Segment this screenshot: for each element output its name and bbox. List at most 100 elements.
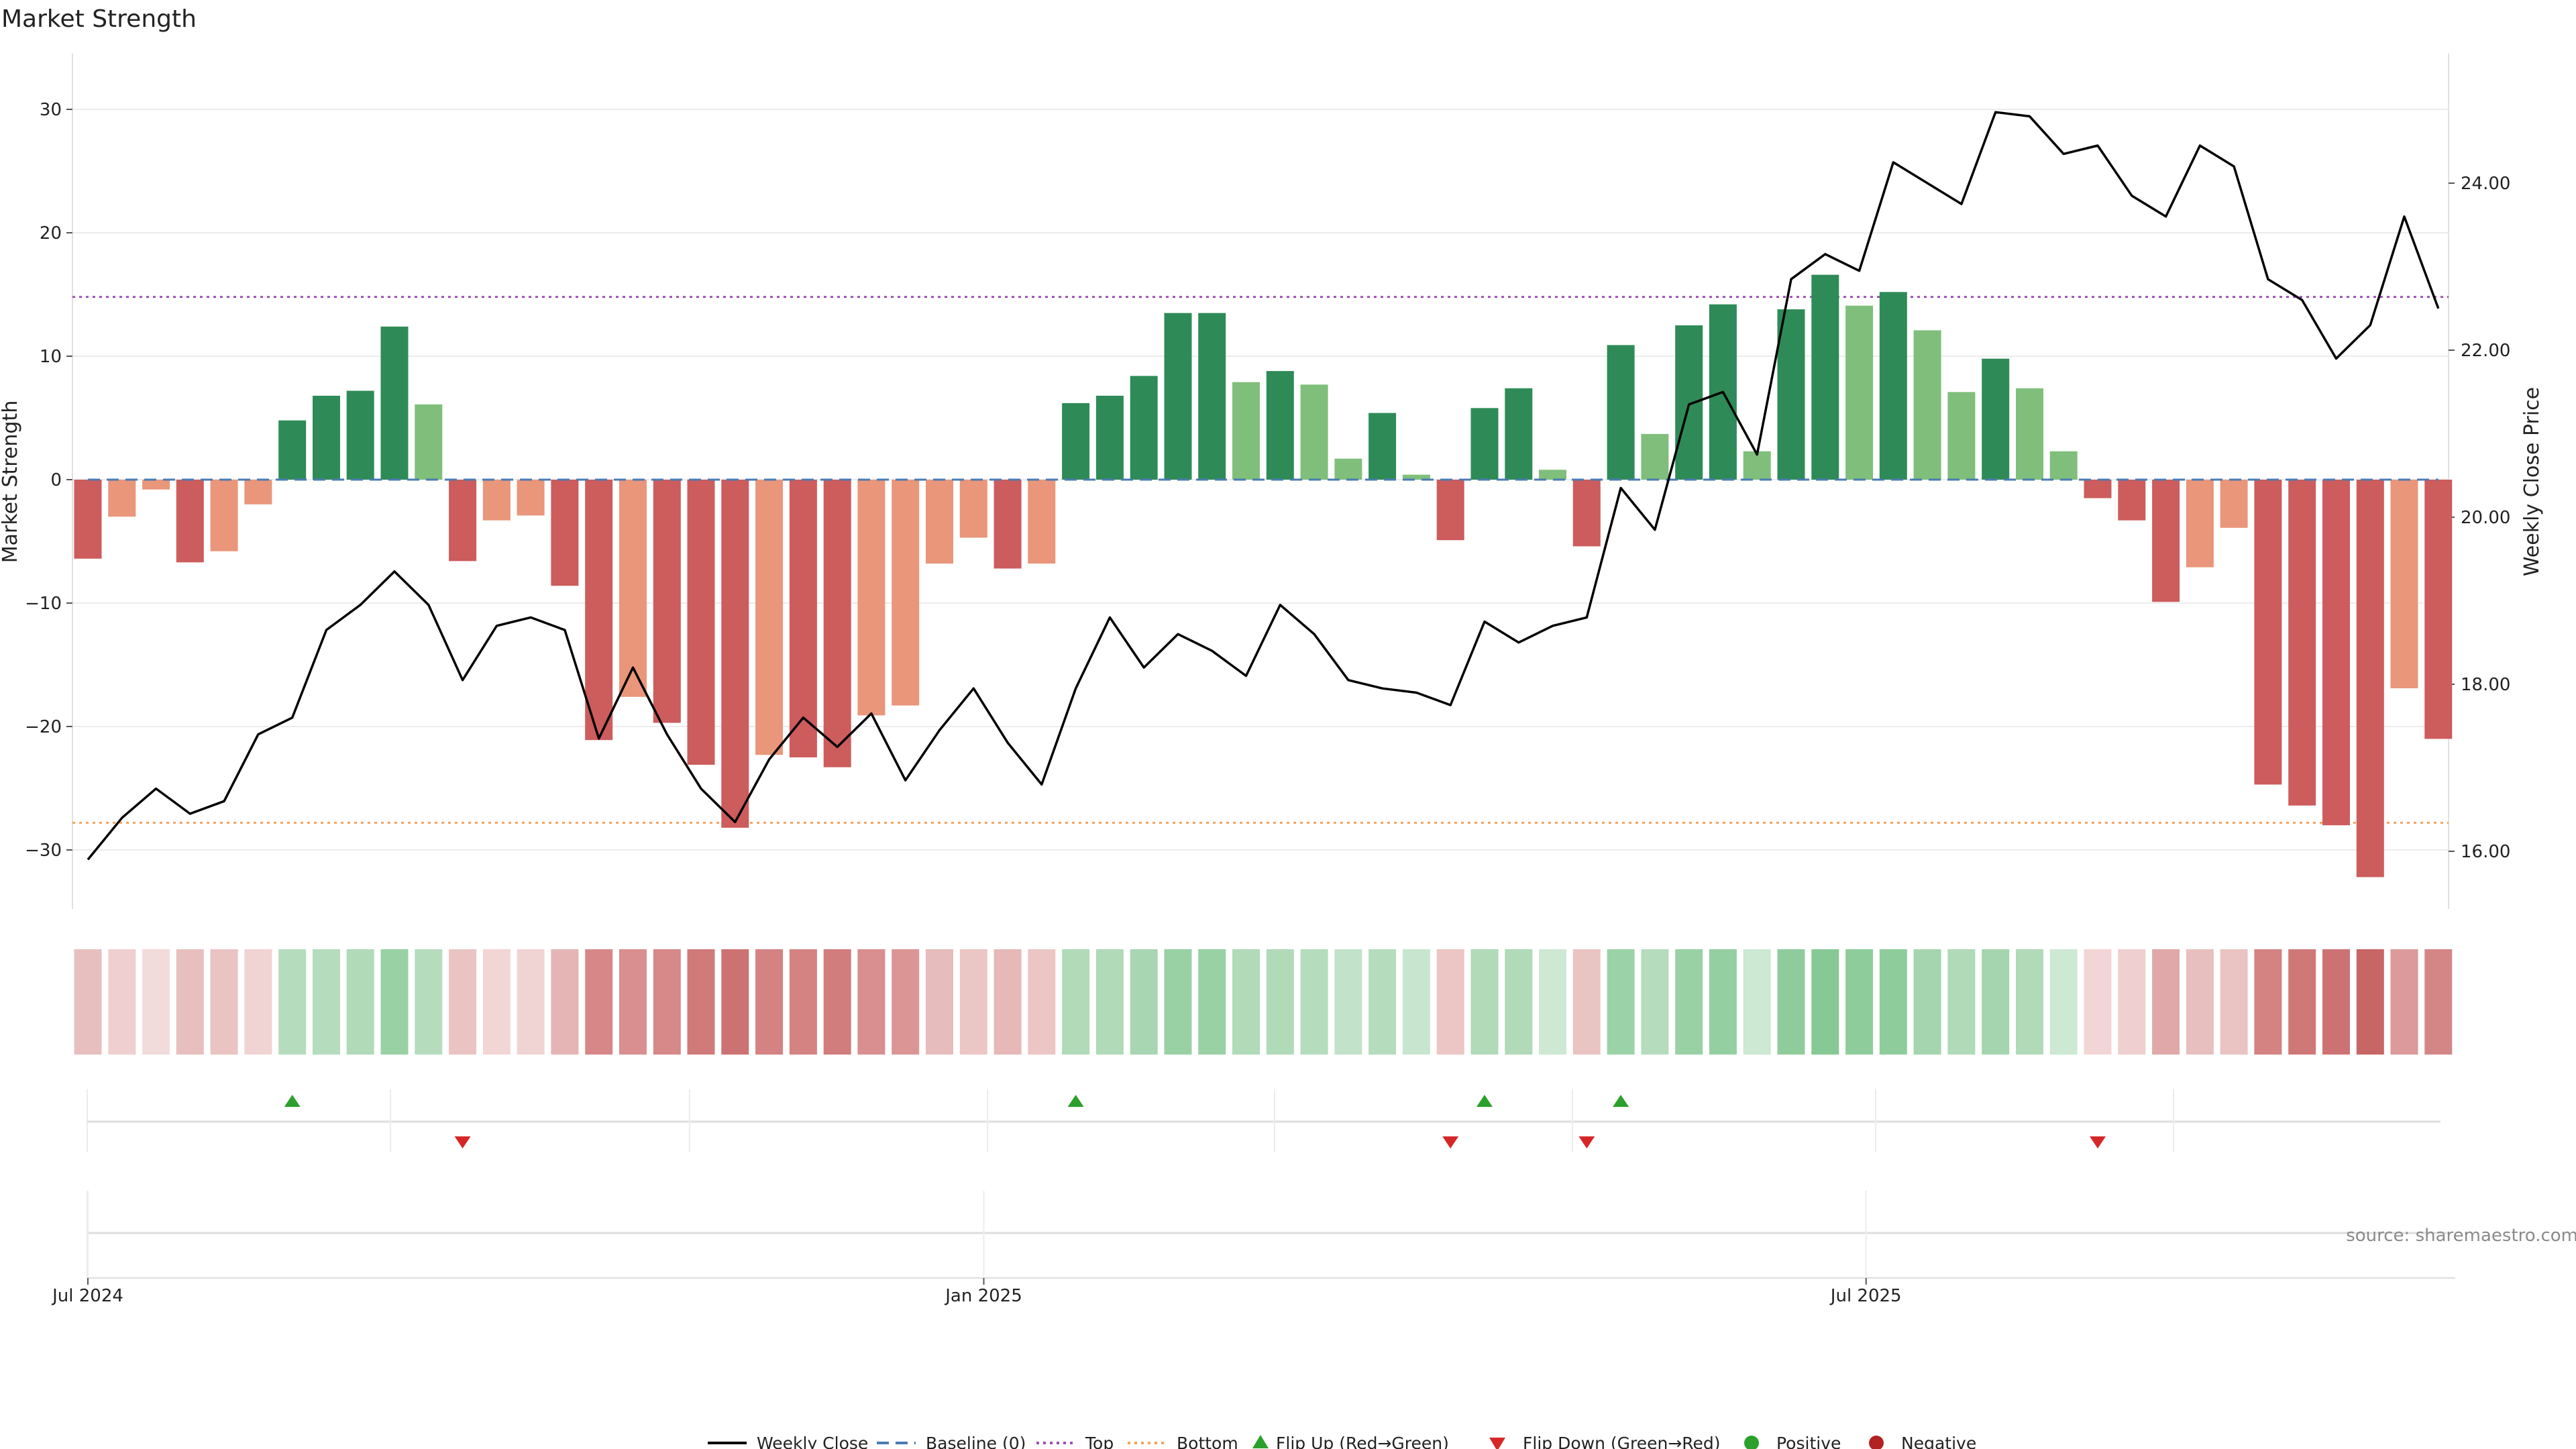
heat-cell <box>1095 949 1124 1055</box>
heat-cell <box>1130 949 1158 1055</box>
heat-cell <box>1879 949 1907 1055</box>
chart-title: Market Strength <box>1 5 197 33</box>
strength-bar <box>789 480 817 757</box>
heat-cell <box>789 949 817 1055</box>
heat-cell <box>1334 949 1362 1055</box>
strength-bar <box>1572 480 1601 547</box>
heat-cell <box>449 949 477 1055</box>
heat-cell <box>2220 949 2248 1055</box>
legend: Weekly Close Baseline (0) Top Bottom Fli… <box>708 1434 1976 1449</box>
heat-cell <box>2118 949 2146 1055</box>
legend-flip-up: Flip Up (Red→Green) <box>1276 1434 1449 1449</box>
legend-bottom: Bottom <box>1177 1434 1238 1449</box>
strength-bar <box>1641 433 1669 480</box>
legend-baseline: Baseline (0) <box>926 1434 1026 1449</box>
strength-bar <box>926 480 953 564</box>
y-tick-label: 10 <box>40 347 62 367</box>
flip-down-marker <box>1578 1136 1595 1148</box>
heat-cell <box>346 949 374 1055</box>
heat-cell <box>1947 949 1976 1055</box>
bottom-panel-gridlines <box>87 1191 1867 1278</box>
strength-bar <box>244 480 272 504</box>
heat-cell <box>2254 949 2282 1055</box>
y2-axis-label: Weekly Close Price <box>2520 387 2544 576</box>
heat-cell <box>176 949 204 1055</box>
strength-bar <box>687 480 715 765</box>
heat-cell <box>108 949 136 1055</box>
heat-cell <box>1402 949 1430 1055</box>
strength-bar <box>449 480 477 561</box>
reference-lines <box>72 296 2449 824</box>
heat-cell <box>1982 949 2010 1055</box>
strength-bar <box>2288 480 2316 806</box>
heat-cell <box>926 949 953 1055</box>
strength-bar <box>2118 480 2146 521</box>
heat-cell <box>2390 949 2418 1055</box>
strength-bar <box>2390 480 2418 688</box>
strength-bar <box>1266 371 1294 480</box>
heat-cell <box>823 949 851 1055</box>
heat-cell <box>1675 949 1703 1055</box>
strength-bar <box>823 480 851 767</box>
heat-cell <box>1266 949 1294 1055</box>
legend-flip-down-swatch <box>1489 1438 1505 1449</box>
strength-bar <box>313 395 340 480</box>
legend-positive: Positive <box>1776 1434 1841 1449</box>
strength-bar <box>1062 402 1090 480</box>
heat-cell <box>415 949 443 1055</box>
strength-bar <box>2049 451 2078 480</box>
heat-cell <box>1777 949 1805 1055</box>
heat-cell <box>2356 949 2384 1055</box>
strength-bar <box>278 420 307 480</box>
heat-cell <box>1164 949 1192 1055</box>
strength-bar <box>108 480 136 517</box>
legend-positive-swatch <box>1744 1436 1759 1449</box>
heat-cell <box>551 949 579 1055</box>
y2-tick-label: 18.00 <box>2461 675 2510 695</box>
strength-bar <box>1879 292 1907 480</box>
x-tick-label: Jul 2025 <box>1829 1286 1902 1306</box>
heat-cell <box>2288 949 2316 1055</box>
strength-bar <box>619 480 647 697</box>
strength-bar <box>482 480 511 521</box>
heat-cell <box>1470 949 1499 1055</box>
strength-bar <box>1811 274 1839 480</box>
heat-cell <box>1709 949 1737 1055</box>
strength-bar <box>1232 382 1260 480</box>
heat-cell <box>1539 949 1566 1055</box>
heat-cell <box>74 949 102 1055</box>
strength-bar <box>1845 305 1874 480</box>
heat-cell <box>857 949 885 1055</box>
heat-cell <box>755 949 784 1055</box>
heat-cell <box>1913 949 1941 1055</box>
y-tick-label: −20 <box>25 717 62 737</box>
heat-cell <box>482 949 511 1055</box>
heat-cell <box>721 949 749 1055</box>
heat-strip <box>74 949 2453 1055</box>
heat-cell <box>1368 949 1397 1055</box>
heat-cell <box>2084 949 2112 1055</box>
y2-tick-label: 20.00 <box>2461 508 2510 528</box>
weekly-close-group <box>87 111 2440 861</box>
heat-cell <box>619 949 647 1055</box>
flip-down-marker <box>454 1136 471 1148</box>
flip-up-marker <box>1067 1095 1084 1107</box>
legend-negative: Negative <box>1901 1434 1976 1449</box>
strength-bar <box>2356 480 2384 877</box>
y2-tick-label: 24.00 <box>2461 174 2510 194</box>
weekly-close-line <box>87 111 2440 861</box>
heat-cell <box>892 949 920 1055</box>
flip-down-marker <box>2090 1136 2106 1148</box>
strength-bar <box>1777 309 1805 480</box>
heat-cell <box>2424 949 2453 1055</box>
heat-cell <box>2016 949 2043 1055</box>
strength-bar <box>1436 480 1464 541</box>
heat-cell <box>1572 949 1601 1055</box>
heat-cell <box>1028 949 1056 1055</box>
flip-down-marker <box>1442 1136 1459 1148</box>
strength-bar <box>585 480 613 741</box>
legend-flip-down: Flip Down (Green→Red) <box>1523 1434 1721 1449</box>
y-tick-label: 0 <box>50 470 62 490</box>
flip-up-marker <box>1476 1095 1493 1107</box>
